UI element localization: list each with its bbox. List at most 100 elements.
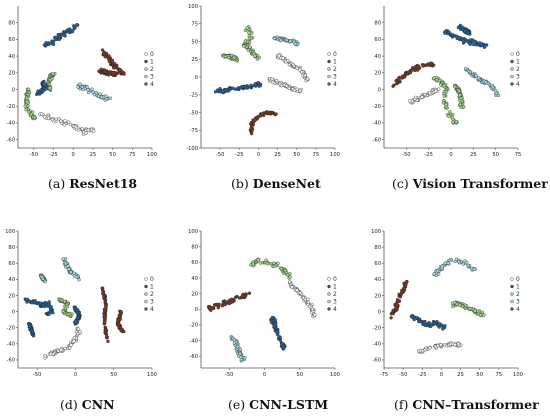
- scatter-point: [270, 316, 275, 321]
- y-tick-label: -20: [7, 104, 15, 110]
- legend-marker-4: [510, 307, 514, 311]
- scatter-point: [437, 79, 442, 83]
- scatter-point: [460, 25, 464, 29]
- scatter-point: [282, 345, 286, 350]
- scatter-point: [25, 96, 29, 100]
- scatter-point: [75, 308, 79, 312]
- cluster-class-0: [416, 341, 463, 354]
- scatter-point: [403, 283, 408, 288]
- cluster-class-4: [35, 79, 49, 96]
- scatter-point: [75, 23, 79, 27]
- scatter-point: [474, 73, 478, 78]
- legend-label-1: 1: [150, 284, 154, 291]
- legend-label-3: 3: [516, 74, 520, 81]
- cluster-class-4: [409, 314, 447, 331]
- scatter-point: [253, 82, 257, 86]
- y-tick-label: 40: [374, 54, 381, 60]
- scatter-point: [441, 327, 445, 331]
- scatter-point: [78, 82, 82, 86]
- legend-label-3: 3: [333, 74, 337, 81]
- scatter-point: [106, 339, 110, 343]
- scatter-point: [26, 92, 31, 97]
- scatter-point: [424, 63, 428, 68]
- cluster-class-3: [432, 257, 477, 278]
- x-tick-label: 100: [330, 372, 340, 378]
- legend-marker-0: [510, 277, 514, 281]
- scatter-point: [247, 31, 251, 35]
- caption-name: DenseNet: [252, 176, 321, 191]
- cluster-class-4: [269, 315, 287, 351]
- y-tick-label: 50: [191, 39, 198, 45]
- legend-marker-0: [327, 52, 331, 56]
- y-tick-label: -60: [373, 358, 381, 364]
- legend-label-1: 1: [516, 284, 520, 291]
- scatter-point: [449, 257, 453, 262]
- scatter-point: [110, 58, 115, 63]
- scatter-point: [432, 272, 437, 276]
- legend-label-3: 3: [516, 299, 520, 306]
- y-tick-label: 20: [8, 293, 15, 299]
- scatter-point: [399, 76, 403, 80]
- scatter-point: [107, 58, 111, 62]
- scatter-point: [465, 39, 469, 43]
- scatter-point: [108, 96, 113, 100]
- scatter-point: [57, 35, 61, 39]
- scatter-point: [432, 321, 437, 326]
- scatter-point: [229, 53, 234, 58]
- y-tick-label: -20: [190, 323, 198, 329]
- cluster-class-4: [23, 297, 55, 317]
- panel-densenet: -100 -75 -50 -25 0 25 50 75 100 -50 -25 0 25 50 75 100 0…: [183, 0, 365, 191]
- scatter-point: [39, 112, 44, 116]
- scatter-point: [271, 80, 275, 85]
- y-tick-label: -40: [7, 342, 15, 348]
- scatter-point: [228, 301, 232, 305]
- scatter-point: [461, 262, 465, 266]
- scatter-point: [103, 69, 107, 74]
- scatter-point: [253, 54, 257, 58]
- scatter-point: [450, 301, 455, 305]
- cluster-class-0: [408, 87, 441, 105]
- scatter-point: [269, 320, 274, 324]
- scatter-point: [451, 120, 455, 124]
- scatter-point: [25, 99, 29, 104]
- scatter-point: [232, 338, 237, 342]
- scatter-point: [51, 39, 55, 44]
- legend-label-0: 0: [150, 276, 154, 283]
- x-tick-label: 0: [449, 152, 452, 158]
- x-tick-label: 75: [129, 152, 136, 158]
- scatter-point: [410, 66, 415, 70]
- scatter-point: [40, 275, 44, 280]
- scatter-point: [394, 305, 398, 310]
- y-tick-label: -50: [190, 110, 198, 116]
- scatter-point: [30, 330, 35, 334]
- scatter-point: [44, 87, 49, 91]
- caption-tag: (f): [394, 397, 409, 412]
- cluster-class-0: [267, 77, 303, 94]
- scatter-point: [247, 40, 252, 44]
- scatter-point: [59, 348, 63, 352]
- x-tick-label: 100: [147, 372, 157, 378]
- scatter-point: [457, 36, 461, 40]
- scatter-point: [78, 330, 82, 334]
- legend-label-4: 4: [150, 81, 154, 88]
- scatter-point: [42, 82, 46, 86]
- caption-cnn: (d) CNN: [60, 397, 115, 412]
- scatter-point: [74, 318, 78, 323]
- scatter-point: [301, 296, 306, 300]
- scatter-point: [243, 28, 248, 33]
- scatter-point: [43, 354, 47, 358]
- scatter-point: [102, 295, 106, 299]
- scatter-point: [466, 263, 470, 268]
- x-tick-label: 100: [513, 372, 523, 378]
- scatter-point: [272, 324, 277, 329]
- x-tick-label: 25: [274, 152, 281, 158]
- y-tick-label: 100: [371, 229, 381, 235]
- scatter-point: [48, 86, 52, 90]
- y-tick-label: -40: [7, 121, 15, 127]
- scatter-point: [291, 62, 295, 67]
- scatter-point: [306, 297, 310, 302]
- scatter-point: [269, 261, 273, 266]
- scatter-point: [292, 88, 297, 92]
- x-tick-label: -50: [225, 372, 233, 378]
